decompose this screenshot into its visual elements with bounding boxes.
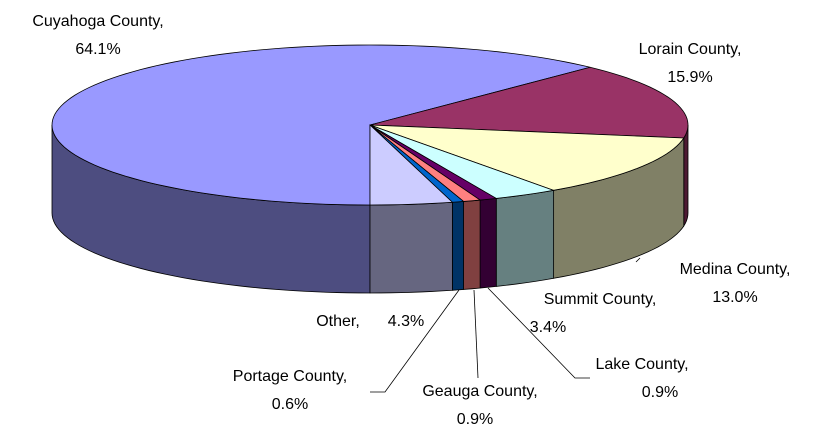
data-label-value: 4.3%: [388, 313, 424, 330]
data-label-category: Lake County,: [595, 356, 688, 373]
data-label-category: Medina County,: [680, 261, 791, 278]
slice-side: [463, 199, 481, 290]
data-label-category: Cuyahoga County,: [32, 13, 163, 30]
slice: [369, 66, 689, 139]
slice: [369, 124, 685, 191]
data-label-category: Lorain County,: [639, 41, 742, 58]
leader-line: [487, 287, 590, 379]
data-label-category: Portage County,: [233, 368, 347, 385]
data-label-value: 3.4%: [530, 319, 566, 336]
slice: [369, 124, 556, 199]
data-label-category: Summit County,: [544, 291, 657, 308]
data-label-value: 13.0%: [712, 289, 757, 306]
slice-side: [495, 189, 555, 287]
data-label-category: Other,: [316, 313, 360, 330]
slice-side: [683, 124, 689, 228]
data-label-value: 0.9%: [457, 411, 493, 428]
leader-line: [370, 289, 460, 393]
slice: [369, 124, 454, 206]
data-label-value: 64.1%: [75, 41, 120, 58]
slice-side: [369, 201, 453, 294]
leader-line: [635, 257, 641, 263]
data-label-value: 15.9%: [667, 69, 712, 86]
slice-side: [479, 197, 497, 289]
data-label-value: 0.6%: [272, 396, 308, 413]
slice: [51, 44, 591, 206]
leader-line: [473, 289, 479, 379]
data-label-value: 0.9%: [642, 384, 678, 401]
data-label-category: Geauga County,: [422, 383, 537, 400]
slice-side: [451, 201, 464, 291]
